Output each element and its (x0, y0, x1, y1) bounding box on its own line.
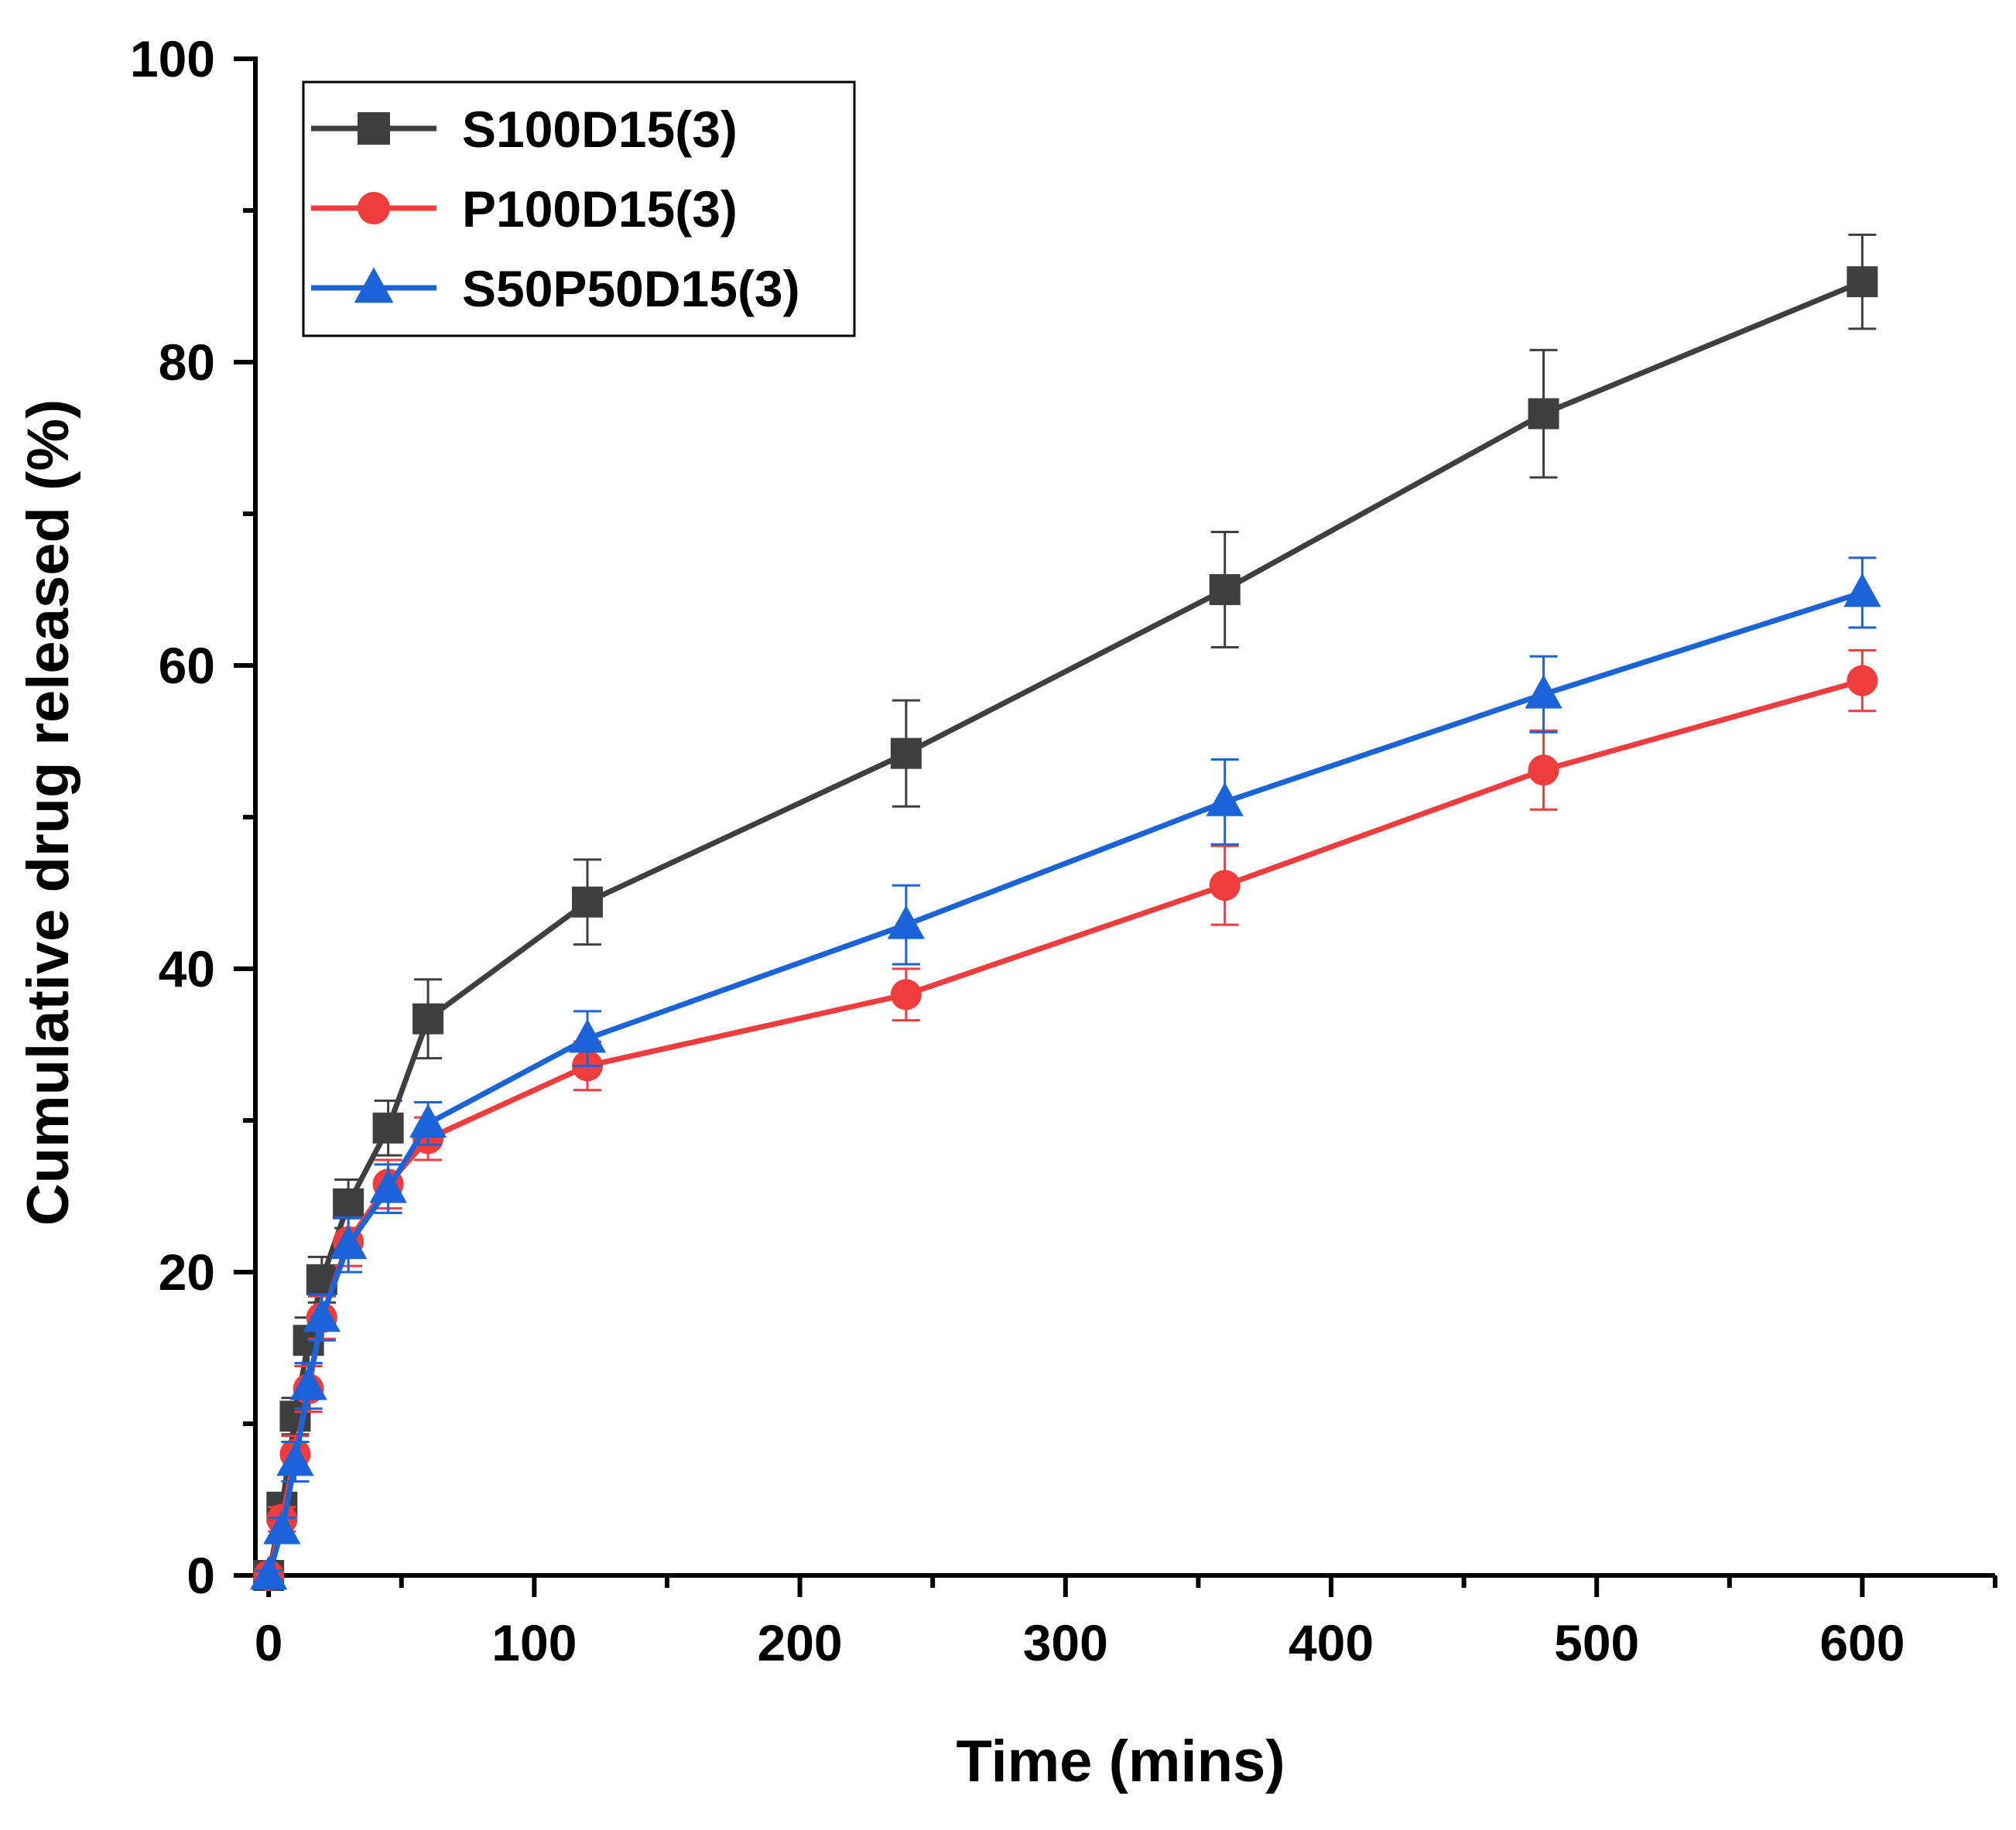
data-point (1528, 754, 1559, 786)
data-point (289, 1366, 327, 1401)
legend-label: S100D15(3) (462, 101, 738, 158)
y-axis-title: Cumulative drug released (%) (15, 399, 81, 1226)
legend-marker (358, 192, 390, 224)
x-tick-label: 200 (758, 1614, 843, 1671)
data-point (369, 1168, 407, 1203)
data-point (1528, 398, 1559, 429)
data-point (303, 1298, 341, 1332)
legend-label: P100D15(3) (462, 180, 738, 238)
data-point (1209, 574, 1241, 605)
x-tick-label: 300 (1023, 1614, 1108, 1671)
data-point (890, 979, 922, 1011)
data-point (1847, 665, 1878, 696)
data-point (1847, 266, 1878, 298)
legend-marker (358, 112, 390, 145)
y-tick-label: 20 (159, 1243, 215, 1301)
data-point (1206, 782, 1244, 816)
data-point (276, 1442, 314, 1476)
data-point (568, 1018, 607, 1053)
x-tick-label: 0 (255, 1614, 283, 1671)
legend-item: S100D15(3) (311, 101, 738, 158)
data-point (333, 1188, 365, 1219)
data-point (1843, 573, 1881, 607)
legend: S100D15(3) P100D15(3) S50P50D15(3) (302, 80, 856, 337)
y-tick-label: 80 (159, 334, 215, 391)
data-point (887, 905, 926, 939)
data-point (412, 1003, 444, 1035)
x-tick-label: 600 (1819, 1614, 1905, 1671)
legend-label: S50P50D15(3) (462, 260, 800, 317)
series-group (250, 233, 1881, 1591)
y-tick-label: 60 (159, 637, 215, 694)
legend-item: S50P50D15(3) (311, 260, 800, 317)
data-point (1525, 674, 1562, 709)
x-tick-label: 400 (1289, 1614, 1374, 1671)
legend-marker (354, 267, 394, 303)
data-point (372, 1112, 404, 1144)
data-point (890, 737, 922, 769)
axes: 0 100 200 300 400 500 600 0 20 40 60 80 100 (130, 30, 1997, 1671)
x-tick-label: 100 (491, 1614, 577, 1671)
data-point (263, 1510, 301, 1544)
x-tick-label: 500 (1554, 1614, 1639, 1671)
data-point (572, 886, 604, 918)
y-tick-label: 100 (130, 30, 215, 87)
data-point (1209, 870, 1241, 901)
y-tick-label: 40 (159, 940, 215, 997)
data-point (250, 1555, 288, 1590)
x-axis-title: Time (mins) (956, 1729, 1285, 1794)
data-point (409, 1103, 447, 1138)
series-S50P50D15(3) (250, 556, 1881, 1590)
legend-item: P100D15(3) (311, 180, 738, 238)
data-point (329, 1225, 368, 1260)
y-tick-label: 0 (187, 1547, 215, 1604)
